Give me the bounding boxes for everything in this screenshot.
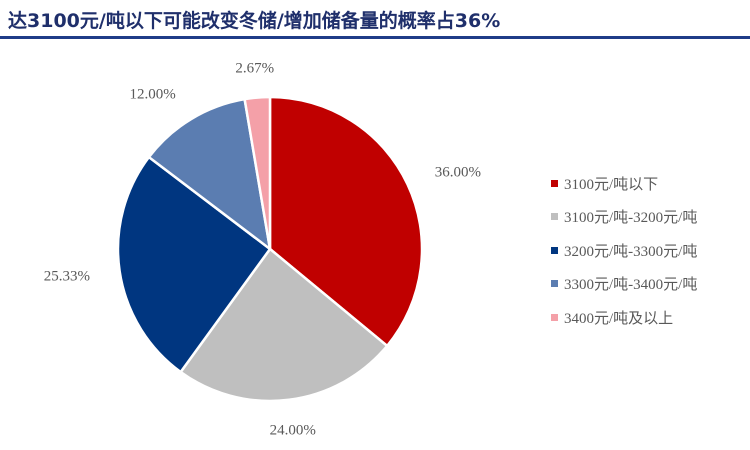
data-label-1: 36.00% <box>435 165 481 181</box>
legend-swatch-3 <box>551 246 558 254</box>
data-label-4: 12.00% <box>129 86 175 102</box>
pie-slice-3 <box>116 155 272 374</box>
legend-label-5: 3400元/吨及以上 <box>564 310 674 327</box>
legend-swatch-2 <box>551 213 558 220</box>
legend-item-5: 3400元/吨及以上 <box>551 306 697 328</box>
pie-slices <box>116 95 424 403</box>
pie-slice-2 <box>179 247 389 403</box>
legend-item-2: 3100元/吨-3200元/吨 <box>551 206 697 228</box>
pie-data-labels: 36.00% 24.00% 25.33% 12.00% 2.67% <box>44 61 481 439</box>
legend-item-4: 3300元/吨-3400元/吨 <box>551 273 697 295</box>
data-label-3: 25.33% <box>44 269 90 285</box>
legend-swatch-5 <box>551 313 558 321</box>
pie-slice-4 <box>147 97 272 251</box>
legend-label-3: 3200元/吨-3300元/吨 <box>564 243 698 260</box>
chart-title: 达3100元/吨以下可能改变冬储/增加储备量的概率占36% <box>8 10 501 32</box>
legend-label-2: 3100元/吨-3200元/吨 <box>564 210 698 226</box>
legend-swatch-4 <box>551 280 558 287</box>
legend-item-1: 3100元/吨以下 <box>551 172 697 194</box>
pie-slice-1 <box>268 95 424 348</box>
pie-slice-5 <box>243 95 272 251</box>
data-label-5: 2.67% <box>235 61 274 77</box>
legend-label-1: 3100元/吨以下 <box>564 176 659 193</box>
chart-legend: 3100元/吨以下 3100元/吨-3200元/吨 3200元/吨-3300元/吨 3… <box>551 172 697 340</box>
legend-label-4: 3300元/吨-3400元/吨 <box>564 277 698 293</box>
legend-item-3: 3200元/吨-3300元/吨 <box>551 239 697 261</box>
legend-swatch-1 <box>551 179 558 187</box>
title-underline <box>0 36 750 39</box>
data-label-2: 24.00% <box>270 423 316 439</box>
